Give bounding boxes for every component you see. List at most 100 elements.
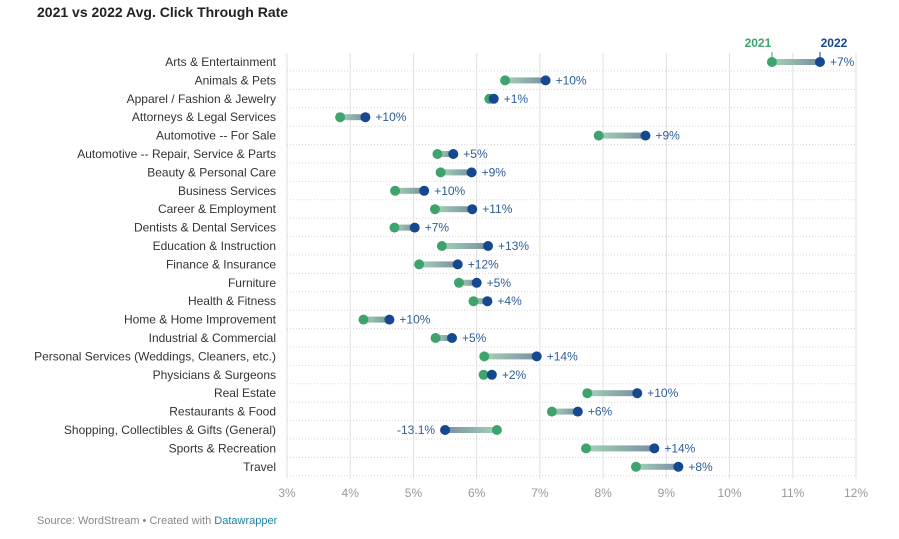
chart-row: Automotive -- For Sale +9% xyxy=(156,129,680,143)
chart-row: Arts & Entertainment +7% xyxy=(165,55,854,69)
dot-2021 xyxy=(581,443,592,454)
category-label: Real Estate xyxy=(214,386,276,400)
range-bar xyxy=(635,463,679,470)
category-label: Automotive -- For Sale xyxy=(156,129,276,143)
change-label: -13.1% xyxy=(397,423,435,437)
chart-row: Apparel / Fashion & Jewelry +1% xyxy=(127,92,529,106)
change-label: +9% xyxy=(655,129,680,143)
category-label: Attorneys & Legal Services xyxy=(132,110,276,124)
dot-2022 xyxy=(452,259,463,270)
change-label: +14% xyxy=(664,441,695,455)
x-tick-label: 4% xyxy=(342,486,360,500)
range-bar xyxy=(587,390,638,397)
change-label: +1% xyxy=(504,92,529,106)
chart-row: Health & Fitness +4% xyxy=(188,294,522,308)
x-tick-label: 3% xyxy=(278,486,296,500)
x-axis-ticks: 3% 4% 5% 6% 7% 8% 9% 10% 11% 12% xyxy=(278,486,868,500)
dot-2022 xyxy=(483,241,494,251)
chart-row: Physicians & Surgeons +2% xyxy=(153,368,527,382)
change-label: +13% xyxy=(498,239,529,253)
dot-2022 xyxy=(447,333,458,343)
x-tick-label: 11% xyxy=(781,486,804,500)
dot-2021 xyxy=(766,57,777,67)
chart-row: Automotive -- Repair, Service & Parts +5% xyxy=(77,147,488,161)
chart-row: Business Services +10% xyxy=(178,184,466,198)
x-tick-label: 5% xyxy=(405,486,423,500)
category-label: Business Services xyxy=(178,184,276,198)
dot-2022 xyxy=(673,461,684,472)
dot-2021 xyxy=(630,461,641,472)
dot-2021 xyxy=(468,296,479,307)
change-label: +7% xyxy=(830,55,855,69)
dot-2022 xyxy=(640,130,651,141)
range-bar xyxy=(363,316,390,323)
chart-rows: Arts & Entertainment +7% Animals & Pets +10… xyxy=(34,55,855,474)
dot-2021 xyxy=(500,75,511,86)
category-label: Finance & Insurance xyxy=(166,257,276,271)
x-tick-label: 10% xyxy=(718,486,742,500)
dot-2021 xyxy=(429,204,440,215)
chart-row: Travel +8% xyxy=(243,460,713,474)
change-label: +5% xyxy=(462,331,487,345)
change-label: +5% xyxy=(487,276,512,290)
legend-2022: 2022 xyxy=(821,36,848,50)
dot-2022 xyxy=(488,93,499,104)
dot-2022 xyxy=(467,204,478,215)
chart-row: Home & Home Improvement +10% xyxy=(124,313,431,327)
chart-row: Education & Instruction +13% xyxy=(153,239,530,253)
range-bar xyxy=(505,77,546,84)
datawrapper-link[interactable]: Datawrapper xyxy=(214,515,278,527)
chart-row: Shopping, Collectibles & Gifts (General)… xyxy=(64,423,502,437)
category-label: Personal Services (Weddings, Cleaners, e… xyxy=(34,349,276,363)
range-bar xyxy=(434,206,473,213)
range-bar xyxy=(441,243,489,249)
range-bar xyxy=(435,335,453,341)
dot-2022 xyxy=(448,149,459,159)
legend-2021: 2021 xyxy=(745,36,772,50)
range-bar xyxy=(394,224,415,231)
range-bar xyxy=(445,427,497,433)
change-label: +2% xyxy=(502,368,527,382)
dot-2021 xyxy=(389,222,400,233)
category-label: Arts & Entertainment xyxy=(165,55,276,69)
change-label: +12% xyxy=(468,257,499,271)
chart-row: Real Estate +10% xyxy=(214,386,679,400)
chart-title: 2021 vs 2022 Avg. Click Through Rate xyxy=(37,4,289,20)
dot-2022 xyxy=(540,75,551,86)
change-label: +5% xyxy=(463,147,488,161)
range-bar xyxy=(340,114,366,121)
range-bar xyxy=(473,298,488,305)
change-label: +9% xyxy=(482,165,507,179)
range-bar xyxy=(419,261,458,268)
dot-2021 xyxy=(453,277,464,288)
change-label: +7% xyxy=(425,221,450,235)
category-label: Furniture xyxy=(228,276,276,290)
chart-row: Sports & Recreation +14% xyxy=(169,441,696,455)
dot-2021 xyxy=(430,333,441,343)
dot-2021 xyxy=(390,185,401,196)
range-bar xyxy=(458,279,477,286)
dot-2022 xyxy=(572,406,583,417)
dot-2022 xyxy=(440,425,451,435)
dot-2022 xyxy=(649,443,660,454)
dot-2021 xyxy=(435,167,446,178)
change-label: +8% xyxy=(688,460,713,474)
dot-2021 xyxy=(335,112,346,123)
category-label: Shopping, Collectibles & Gifts (General) xyxy=(64,423,276,437)
category-label: Health & Fitness xyxy=(188,294,276,308)
dot-2021 xyxy=(479,351,490,362)
gridlines xyxy=(286,53,857,479)
dot-2021 xyxy=(478,369,489,380)
dot-2022 xyxy=(409,222,420,233)
dot-2022 xyxy=(384,314,395,325)
chart-row: Dentists & Dental Services +7% xyxy=(134,221,449,235)
chart-row: Furniture +5% xyxy=(228,276,511,290)
change-label: +11% xyxy=(482,202,512,216)
dot-2022 xyxy=(531,351,542,362)
range-bar xyxy=(586,445,655,452)
dot-2021 xyxy=(582,388,593,399)
chart-row: Attorneys & Legal Services +10% xyxy=(132,110,407,124)
chart-row: Beauty & Personal Care +9% xyxy=(147,165,506,179)
chart-row: Restaurants & Food +6% xyxy=(169,405,612,419)
dot-2022 xyxy=(466,167,477,178)
